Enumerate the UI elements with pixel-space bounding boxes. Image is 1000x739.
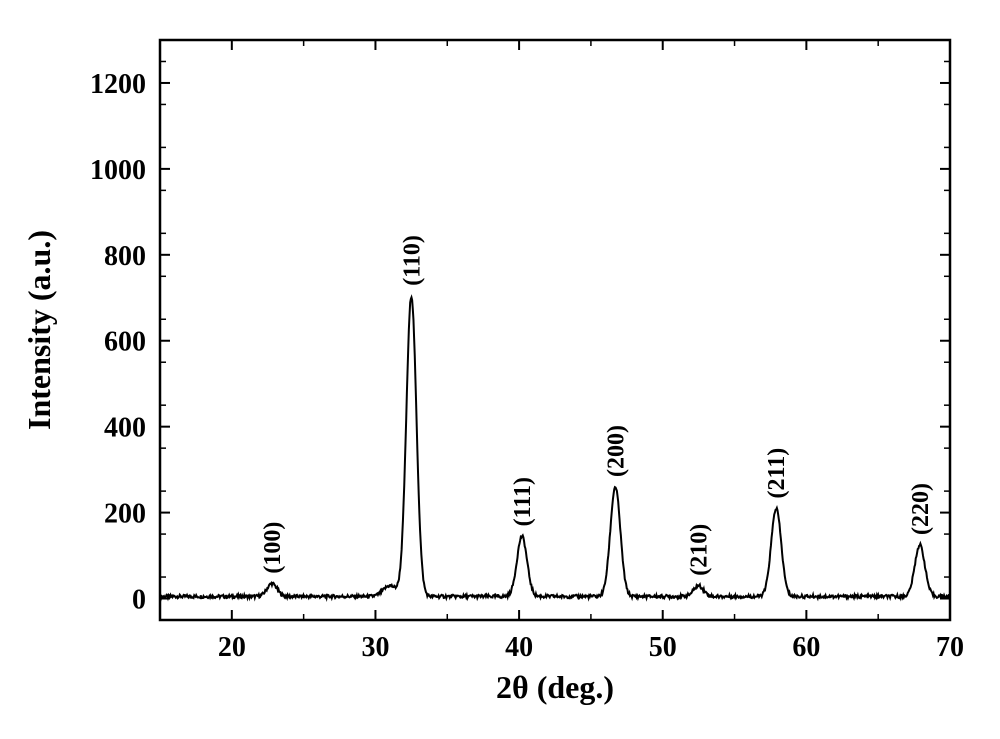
x-axis-label: 2θ (deg.) (496, 669, 614, 705)
svg-text:60: 60 (792, 632, 820, 663)
svg-text:40: 40 (505, 632, 533, 663)
peak-label: (220) (908, 483, 934, 535)
svg-text:50: 50 (649, 632, 677, 663)
svg-text:800: 800 (104, 241, 146, 272)
peak-label: (110) (399, 235, 425, 286)
svg-text:200: 200 (104, 499, 146, 530)
xrd-chart: 20 30 40 50 60 70 0 200 400 600 800 1000 1200 2θ (deg… (0, 0, 1000, 739)
peak-label: (111) (510, 477, 536, 526)
svg-text:1000: 1000 (90, 155, 146, 186)
chart-svg: 20 30 40 50 60 70 0 200 400 600 800 1000 1200 2θ (deg… (0, 0, 1000, 739)
svg-text:30: 30 (361, 632, 389, 663)
svg-text:600: 600 (104, 327, 146, 358)
svg-text:400: 400 (104, 413, 146, 444)
svg-text:1200: 1200 (90, 69, 146, 100)
peak-label: (211) (764, 448, 790, 499)
peak-label: (200) (603, 425, 629, 477)
svg-text:20: 20 (218, 632, 246, 663)
svg-text:70: 70 (936, 632, 964, 663)
svg-text:0: 0 (132, 585, 146, 616)
peak-label: (100) (260, 522, 286, 574)
y-axis-label: Intensity (a.u.) (21, 230, 57, 430)
peak-label: (210) (687, 524, 713, 576)
